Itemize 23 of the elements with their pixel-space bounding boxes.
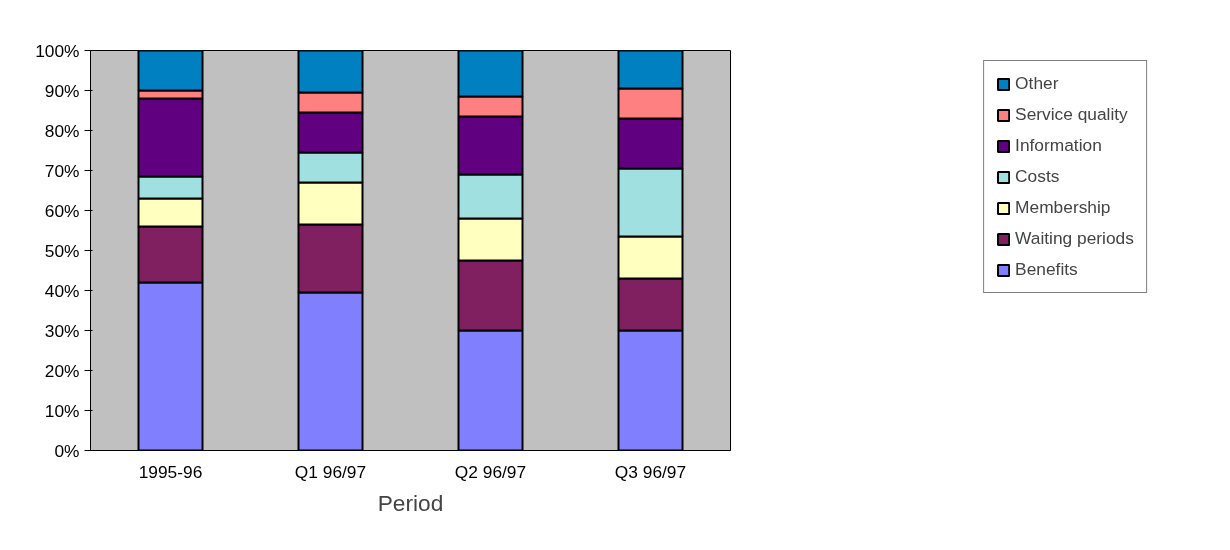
- legend-label: Other: [1015, 73, 1059, 94]
- legend-label: Service quality: [1015, 104, 1128, 125]
- y-tick-label: 40%: [44, 280, 80, 301]
- y-tick-label: 80%: [44, 120, 80, 141]
- y-tick-label: 90%: [44, 80, 80, 101]
- y-tick-label: 0%: [54, 440, 80, 461]
- x-tick-label: 1995-96: [138, 461, 203, 482]
- y-tick-label: 50%: [44, 240, 80, 261]
- legend-label: Benefits: [1015, 259, 1078, 280]
- x-tick-label: Q2 96/97: [454, 461, 527, 482]
- y-tick-label: 60%: [44, 200, 80, 221]
- x-axis-title: Period: [377, 489, 444, 516]
- y-tick-label: 20%: [44, 360, 80, 381]
- legend-label: Costs: [1015, 166, 1060, 187]
- legend-label: Membership: [1015, 197, 1111, 218]
- y-tick-label: 10%: [44, 400, 80, 421]
- y-tick-label: 30%: [44, 320, 80, 341]
- y-tick-label: 70%: [44, 160, 80, 181]
- y-tick-label: 100%: [35, 40, 80, 61]
- x-tick-label: Q3 96/97: [614, 461, 687, 482]
- x-tick-label: Q1 96/97: [294, 461, 367, 482]
- legend-label: Information: [1015, 135, 1102, 156]
- legend-label: Waiting periods: [1015, 228, 1134, 249]
